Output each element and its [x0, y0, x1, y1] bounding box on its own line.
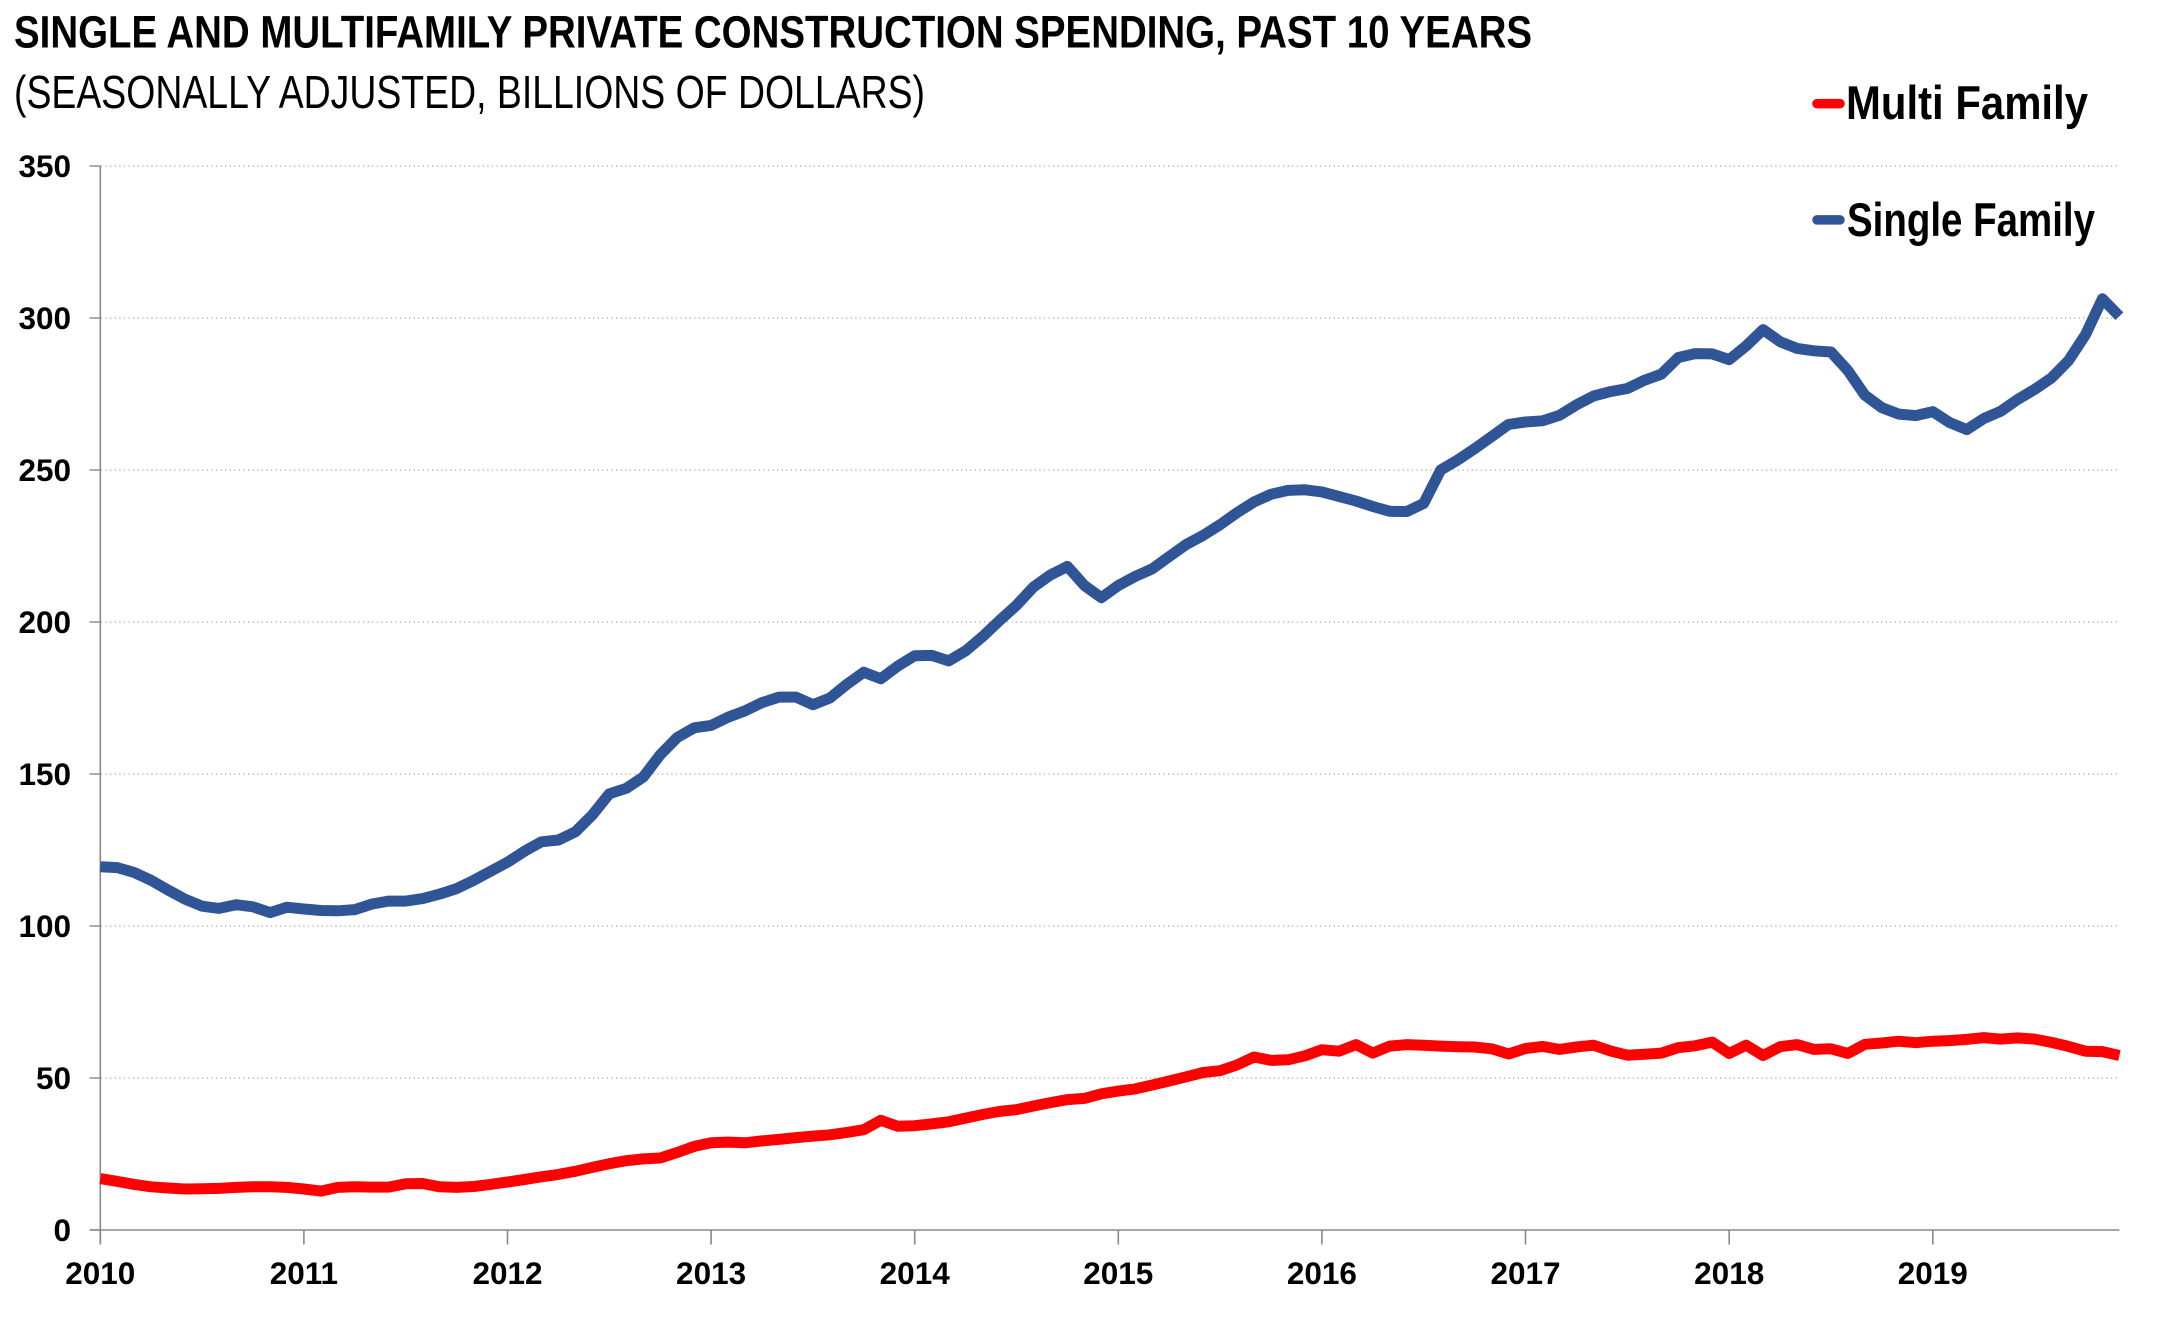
- svg-text:2014: 2014: [880, 1255, 951, 1291]
- svg-text:2011: 2011: [270, 1255, 338, 1291]
- svg-text:(SEASONALLY ADJUSTED, BILLIONS: (SEASONALLY ADJUSTED, BILLIONS OF DOLLAR…: [14, 66, 925, 118]
- svg-text:0: 0: [53, 1212, 71, 1248]
- svg-text:2018: 2018: [1694, 1255, 1764, 1291]
- svg-text:2015: 2015: [1083, 1255, 1153, 1291]
- svg-text:100: 100: [18, 908, 71, 944]
- svg-text:300: 300: [18, 300, 71, 336]
- svg-text:SINGLE AND MULTIFAMILY PRIVATE: SINGLE AND MULTIFAMILY PRIVATE CONSTRUCT…: [14, 7, 1532, 58]
- svg-text:2017: 2017: [1490, 1255, 1560, 1291]
- svg-text:Multi Family: Multi Family: [1846, 76, 2088, 129]
- svg-text:200: 200: [18, 604, 71, 640]
- svg-text:2013: 2013: [676, 1255, 746, 1291]
- svg-text:2016: 2016: [1287, 1255, 1357, 1291]
- svg-text:350: 350: [18, 148, 71, 184]
- svg-text:150: 150: [18, 756, 71, 792]
- svg-text:2019: 2019: [1898, 1255, 1968, 1291]
- svg-text:250: 250: [18, 452, 71, 488]
- svg-text:2010: 2010: [65, 1255, 135, 1291]
- svg-text:50: 50: [36, 1060, 71, 1096]
- svg-text:2012: 2012: [472, 1255, 542, 1291]
- svg-text:Single Family: Single Family: [1847, 193, 2095, 246]
